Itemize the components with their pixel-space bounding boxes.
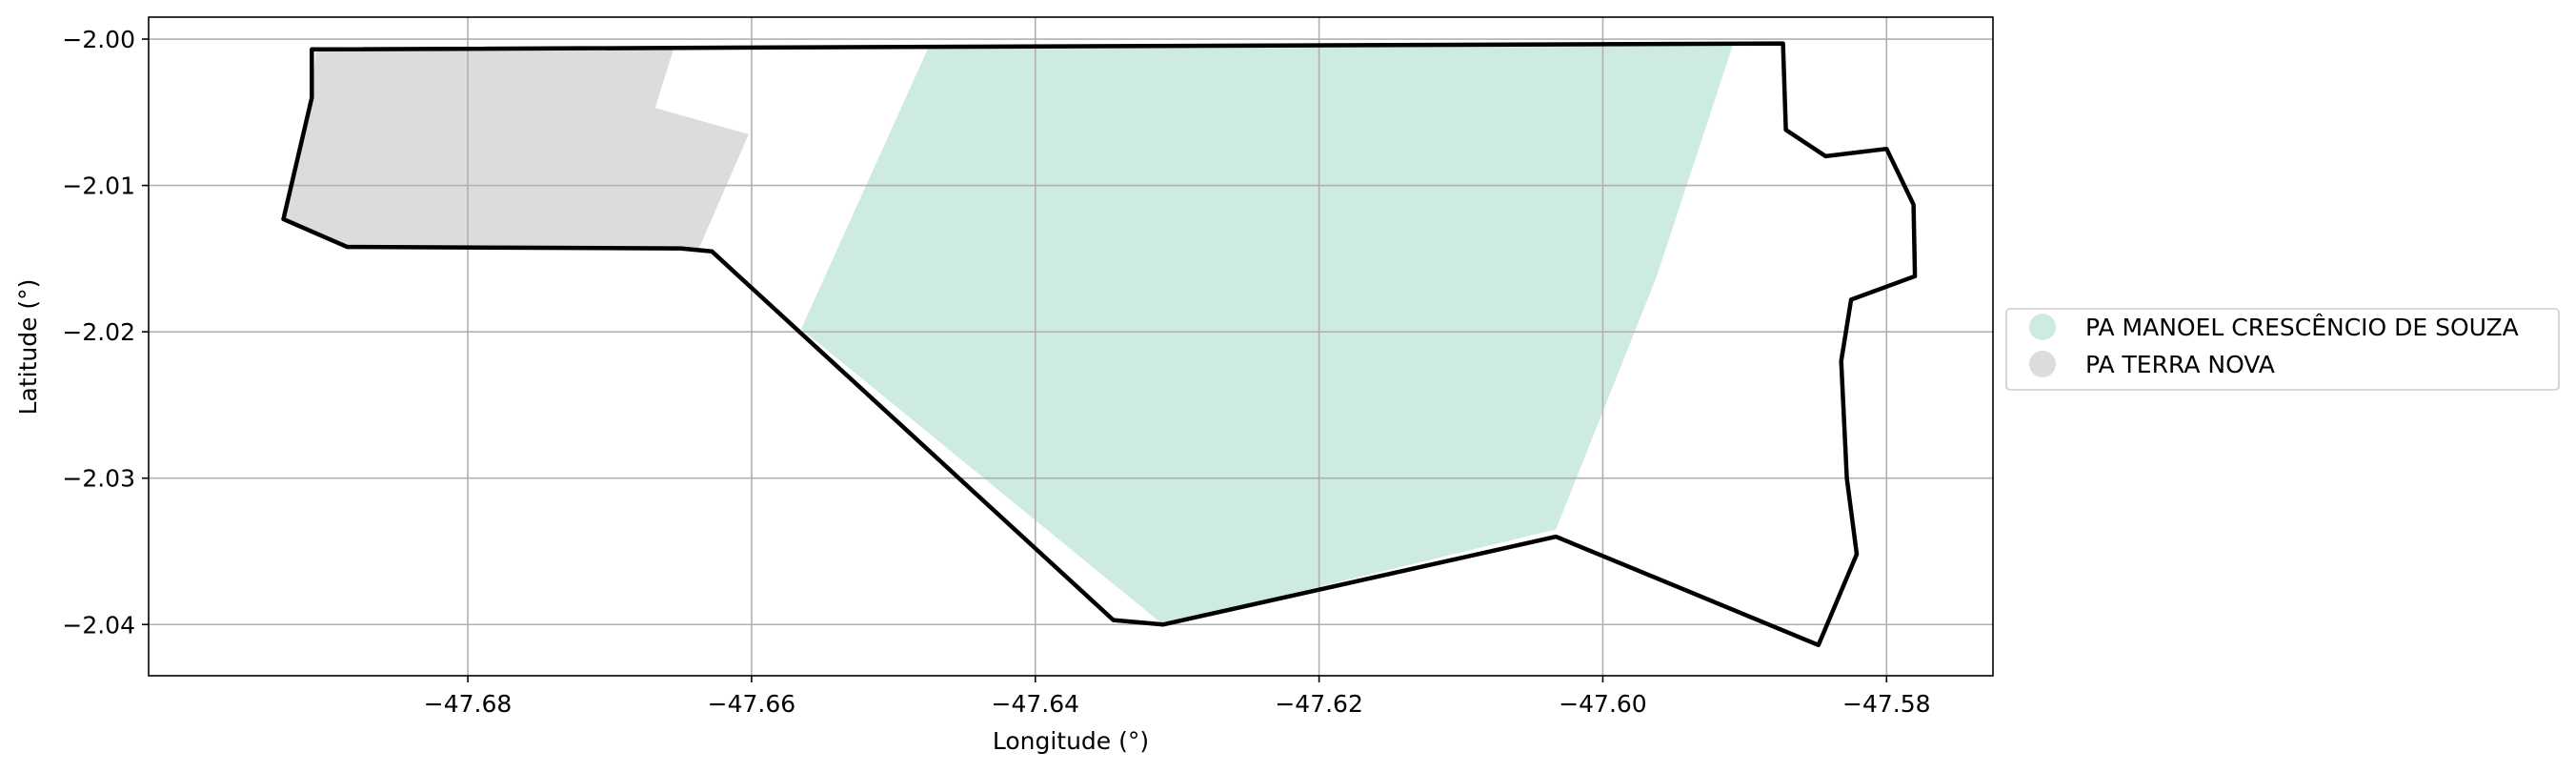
y-tick-label: −2.01 xyxy=(62,173,135,200)
parcel-manoel-crescencio xyxy=(801,43,1734,625)
legend-frame xyxy=(2005,308,2560,391)
y-tick-label: −2.03 xyxy=(62,465,135,493)
grid-lines xyxy=(149,17,1993,676)
municipality-boundary xyxy=(281,41,1918,648)
x-tick-label: −47.58 xyxy=(1842,690,1931,718)
x-axis-title: Longitude (°) xyxy=(993,727,1149,755)
x-axis-ticks: −47.68 −47.66 −47.64 −47.62 −47.60 −47.58 xyxy=(424,676,1931,718)
x-tick-label: −47.66 xyxy=(708,690,796,718)
x-tick-label: −47.68 xyxy=(424,690,513,718)
x-tick-label: −47.60 xyxy=(1559,690,1647,718)
legend: PA MANOEL CRESCÊNCIO DE SOUZA PA TERRA N… xyxy=(2005,308,2560,391)
y-axis-ticks: −2.00 −2.01 −2.02 −2.03 −2.04 xyxy=(62,26,149,639)
plot-frame xyxy=(148,16,1994,677)
legend-swatch-manoel xyxy=(2029,314,2056,340)
y-axis-title: Latitude (°) xyxy=(14,279,42,416)
legend-swatch-terra-nova xyxy=(2029,351,2056,377)
legend-label-terra-nova: PA TERRA NOVA xyxy=(2085,351,2275,378)
legend-label-manoel: PA MANOEL CRESCÊNCIO DE SOUZA xyxy=(2085,314,2519,341)
parcel-terra-nova xyxy=(283,49,749,252)
y-tick-label: −2.00 xyxy=(62,26,135,53)
y-tick-label: −2.02 xyxy=(62,318,135,346)
x-tick-label: −47.64 xyxy=(992,690,1080,718)
land-parcel-layer xyxy=(283,43,1734,625)
y-tick-label: −2.04 xyxy=(62,611,135,639)
x-tick-label: −47.62 xyxy=(1275,690,1363,718)
